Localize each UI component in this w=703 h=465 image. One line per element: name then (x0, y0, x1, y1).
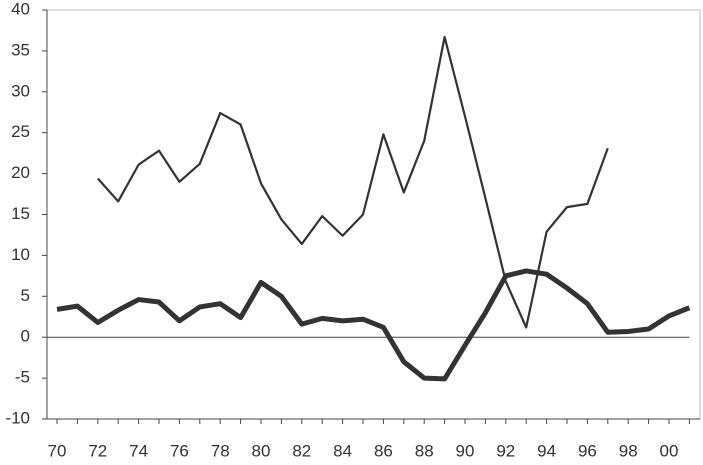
x-tick-label: 74 (129, 441, 148, 460)
y-tick-label: -10 (5, 408, 30, 427)
x-tick-label: 94 (537, 441, 556, 460)
x-tick-label: 00 (660, 441, 679, 460)
x-tick-label: 76 (170, 441, 189, 460)
y-tick-label: 30 (11, 81, 30, 100)
x-tick-label: 82 (292, 441, 311, 460)
x-tick-label: 80 (252, 441, 271, 460)
x-tick-label: 92 (496, 441, 515, 460)
y-tick-label: 20 (11, 163, 30, 182)
y-tick-label: 40 (11, 0, 30, 18)
x-tick-label: 88 (415, 441, 434, 460)
x-tick-label: 98 (619, 441, 638, 460)
x-tick-label: 86 (374, 441, 393, 460)
series-line (96, 35, 609, 329)
series-line (56, 268, 691, 382)
x-tick-label: 90 (456, 441, 475, 460)
x-tick-label: 72 (88, 441, 107, 460)
x-tick-label: 84 (333, 441, 352, 460)
y-tick-label: 15 (11, 204, 30, 223)
y-tick-label: 10 (11, 245, 30, 264)
x-tick-label: 78 (211, 441, 230, 460)
y-tick-label: -5 (15, 368, 30, 387)
y-tick-label: 0 (21, 327, 30, 346)
y-tick-label: 25 (11, 122, 30, 141)
x-tick-label: 96 (578, 441, 597, 460)
y-tick-label: 5 (21, 286, 30, 305)
x-tick-label: 70 (48, 441, 67, 460)
y-tick-label: 35 (11, 40, 30, 59)
